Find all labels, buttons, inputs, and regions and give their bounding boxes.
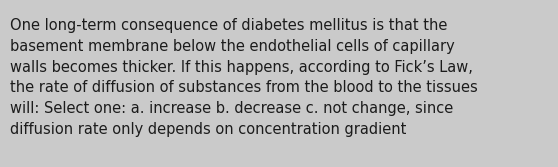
Text: One long-term consequence of diabetes mellitus is that the
basement membrane bel: One long-term consequence of diabetes me… bbox=[10, 18, 478, 137]
